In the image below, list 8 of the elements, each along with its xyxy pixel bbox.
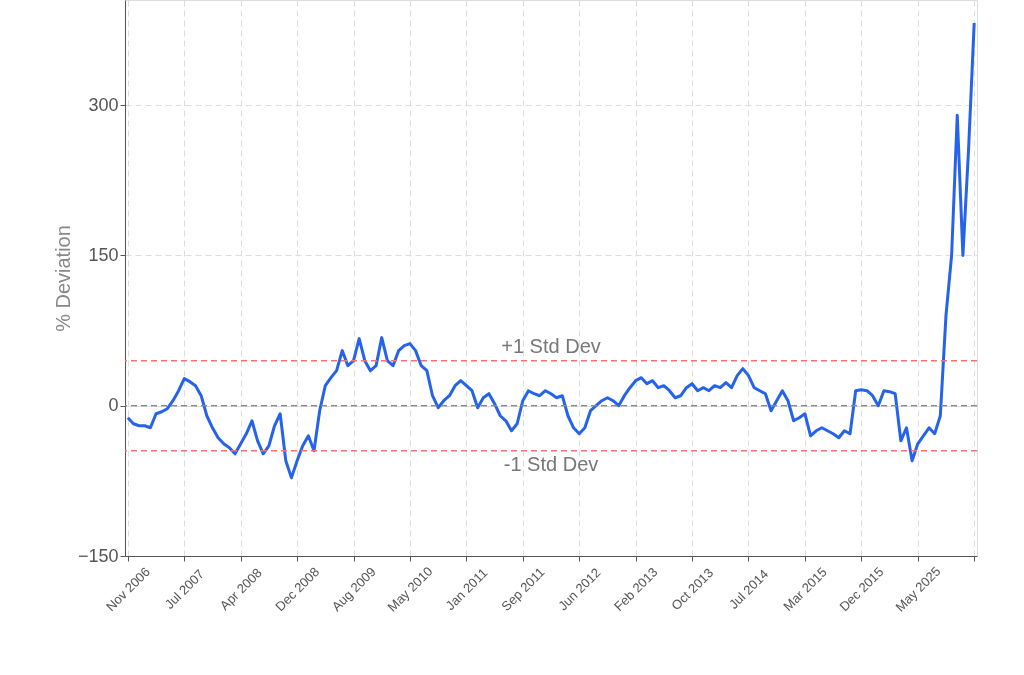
ref-line-label: -1 Std Dev: [503, 452, 599, 475]
line-series: [126, 21, 976, 480]
y-tick-label: 0: [108, 395, 119, 416]
y-tick-label: −150: [77, 545, 119, 566]
y-axis-title: % Deviation: [51, 225, 74, 332]
ref-line-label: +1 Std Dev: [501, 334, 601, 357]
y-tick-label: 300: [88, 94, 119, 115]
y-tick-label: 150: [88, 244, 119, 265]
